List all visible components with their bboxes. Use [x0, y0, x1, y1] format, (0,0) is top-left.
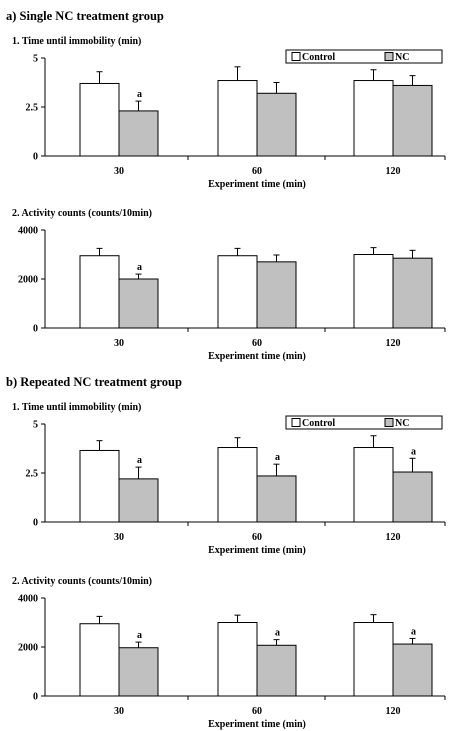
y-tick-label: 2000 [18, 643, 38, 654]
legend: Control NC [285, 49, 443, 64]
y-tick-label: 2000 [18, 275, 38, 286]
bar-nc [118, 110, 159, 157]
y-tick-label: 5 [33, 420, 38, 431]
bar-nc [392, 643, 433, 697]
x-category-label: 60 [252, 532, 262, 543]
significance-label: a [137, 455, 142, 466]
bar-nc [256, 475, 297, 523]
chart-single-activity: 2. Activity counts (counts/10min) 0 2000 40… [12, 208, 446, 362]
y-tick-label: 0 [33, 518, 38, 529]
section-b-title: b) Repeated NC treatment group [6, 375, 182, 389]
y-tick-label: 5 [33, 54, 38, 65]
bar-control [353, 80, 394, 157]
y-tick-label: 0 [33, 692, 38, 703]
chart-repeated-activity: 2. Activity counts (counts/10min) 0 2000 40… [12, 576, 446, 730]
bar-nc [118, 478, 159, 523]
chart-repeated-immobility: 1. Time until immobility (min) 0 2.5 5 30 60 1… [12, 402, 446, 556]
x-category-label: 120 [386, 706, 401, 717]
y-tick-label: 0 [33, 152, 38, 163]
legend-swatch-control [291, 418, 301, 427]
x-axis-label: Experiment time (min) [208, 351, 306, 362]
bar-nc [118, 647, 159, 697]
bar-nc [392, 257, 433, 329]
y-tick-label: 2.5 [26, 103, 39, 114]
significance-label: a [137, 262, 142, 273]
legend-label-nc: NC [395, 52, 409, 63]
bar-control [79, 449, 120, 523]
bar-control [79, 623, 120, 697]
significance-label: a [411, 626, 416, 637]
bar-nc [256, 92, 297, 157]
x-axis-label: Experiment time (min) [208, 179, 306, 190]
bar-control [353, 622, 394, 697]
legend-swatch-nc [384, 418, 394, 427]
x-category-label: 60 [252, 706, 262, 717]
significance-label: a [275, 628, 280, 639]
x-axis-label: Experiment time (min) [208, 545, 306, 556]
chart-subtitle: 1. Time until immobility (min) [12, 402, 141, 413]
x-category-label: 30 [114, 706, 124, 717]
significance-label: a [137, 89, 142, 100]
bar-control [217, 255, 258, 329]
x-category-label: 30 [114, 532, 124, 543]
section-a-title: a) Single NC treatment group [6, 9, 164, 23]
legend-swatch-control [291, 52, 301, 61]
significance-label: a [275, 452, 280, 463]
bar-nc [392, 471, 433, 523]
x-category-label: 60 [252, 166, 262, 177]
bar-control [217, 80, 258, 157]
y-tick-label: 0 [33, 324, 38, 335]
bar-control [79, 82, 120, 157]
legend-box [285, 415, 443, 430]
y-tick-label: 2.5 [26, 469, 39, 480]
bar-nc [392, 84, 433, 157]
bar-nc [118, 278, 159, 329]
bar-nc [256, 261, 297, 329]
significance-label: a [411, 446, 416, 457]
bar-control [79, 255, 120, 329]
legend: Control NC [285, 415, 443, 430]
x-axis-label: Experiment time (min) [208, 719, 306, 730]
bar-control [217, 622, 258, 697]
chart-subtitle: 1. Time until immobility (min) [12, 36, 141, 47]
chart-subtitle: 2. Activity counts (counts/10min) [12, 208, 152, 219]
significance-label: a [137, 630, 142, 641]
x-category-label: 30 [114, 166, 124, 177]
legend-swatch-nc [384, 52, 394, 61]
legend-label-control: Control [302, 52, 335, 63]
x-category-label: 120 [386, 338, 401, 349]
bar-control [353, 254, 394, 329]
chart-single-immobility: 1. Time until immobility (min) 0 2.5 5 30 60 1… [12, 36, 446, 190]
legend-label-nc: NC [395, 418, 409, 429]
chart-subtitle: 2. Activity counts (counts/10min) [12, 576, 152, 587]
bar-nc [256, 644, 297, 697]
legend-label-control: Control [302, 418, 335, 429]
x-category-label: 120 [386, 532, 401, 543]
x-category-label: 120 [386, 166, 401, 177]
x-category-label: 60 [252, 338, 262, 349]
x-category-label: 30 [114, 338, 124, 349]
y-tick-label: 4000 [18, 226, 38, 237]
legend-box [285, 49, 443, 64]
bar-control [353, 447, 394, 523]
bar-control [217, 447, 258, 523]
y-tick-label: 4000 [18, 594, 38, 605]
